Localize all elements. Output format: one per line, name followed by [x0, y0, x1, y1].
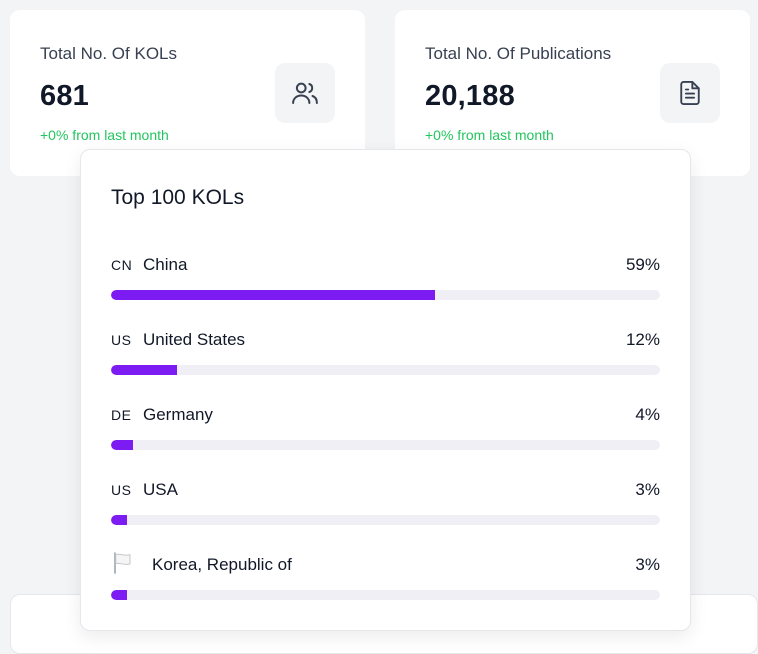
- country-percent: 3%: [635, 480, 660, 499]
- document-icon: [660, 63, 720, 123]
- country-code: CN: [111, 257, 133, 273]
- progress-fill: [111, 365, 177, 375]
- popover-title: Top 100 KOLs: [111, 186, 245, 209]
- stat-value: 20,188: [425, 80, 515, 112]
- country-name: USA: [143, 480, 178, 499]
- top-kols-popover: Top 100 KOLs CN China 59% US United Stat…: [80, 149, 691, 631]
- list-item: US United States 12%: [111, 325, 660, 377]
- country-percent: 3%: [635, 555, 660, 574]
- country-code: DE: [111, 407, 132, 423]
- progress-track: [111, 440, 660, 450]
- country-percent: 59%: [625, 255, 660, 274]
- progress-fill: [111, 440, 133, 450]
- country-name: China: [143, 255, 188, 274]
- progress-track: [111, 290, 660, 300]
- country-name: Korea, Republic of: [152, 555, 292, 574]
- progress-fill: [111, 290, 435, 300]
- country-percent: 4%: [635, 405, 660, 424]
- progress-track: [111, 590, 660, 600]
- country-name: Germany: [143, 405, 213, 424]
- users-icon: [275, 63, 335, 123]
- country-code: US: [111, 482, 132, 498]
- list-item: DE Germany 4%: [111, 400, 660, 452]
- progress-fill: [111, 590, 128, 600]
- stat-card-kols: Total No. Of KOLs 681 +0% from last mont…: [10, 10, 365, 176]
- stat-card-publications: Total No. Of Publications 20,188 +0% fro…: [395, 10, 750, 176]
- country-percent: 12%: [625, 330, 660, 349]
- country-code: US: [111, 332, 132, 348]
- list-item: US USA 3%: [111, 475, 660, 527]
- progress-track: [111, 365, 660, 375]
- progress-track: [111, 515, 660, 525]
- progress-fill: [111, 515, 128, 525]
- stat-change: +0% from last month: [425, 127, 554, 143]
- white-flag-icon: [111, 551, 152, 580]
- stat-change: +0% from last month: [40, 127, 169, 143]
- stat-title: Total No. Of Publications: [425, 44, 612, 63]
- stat-value: 681: [40, 80, 89, 112]
- country-name: United States: [143, 330, 246, 349]
- stat-title: Total No. Of KOLs: [40, 44, 177, 63]
- list-item: Korea, Republic of 3%: [111, 550, 660, 602]
- list-item: CN China 59%: [111, 250, 660, 302]
